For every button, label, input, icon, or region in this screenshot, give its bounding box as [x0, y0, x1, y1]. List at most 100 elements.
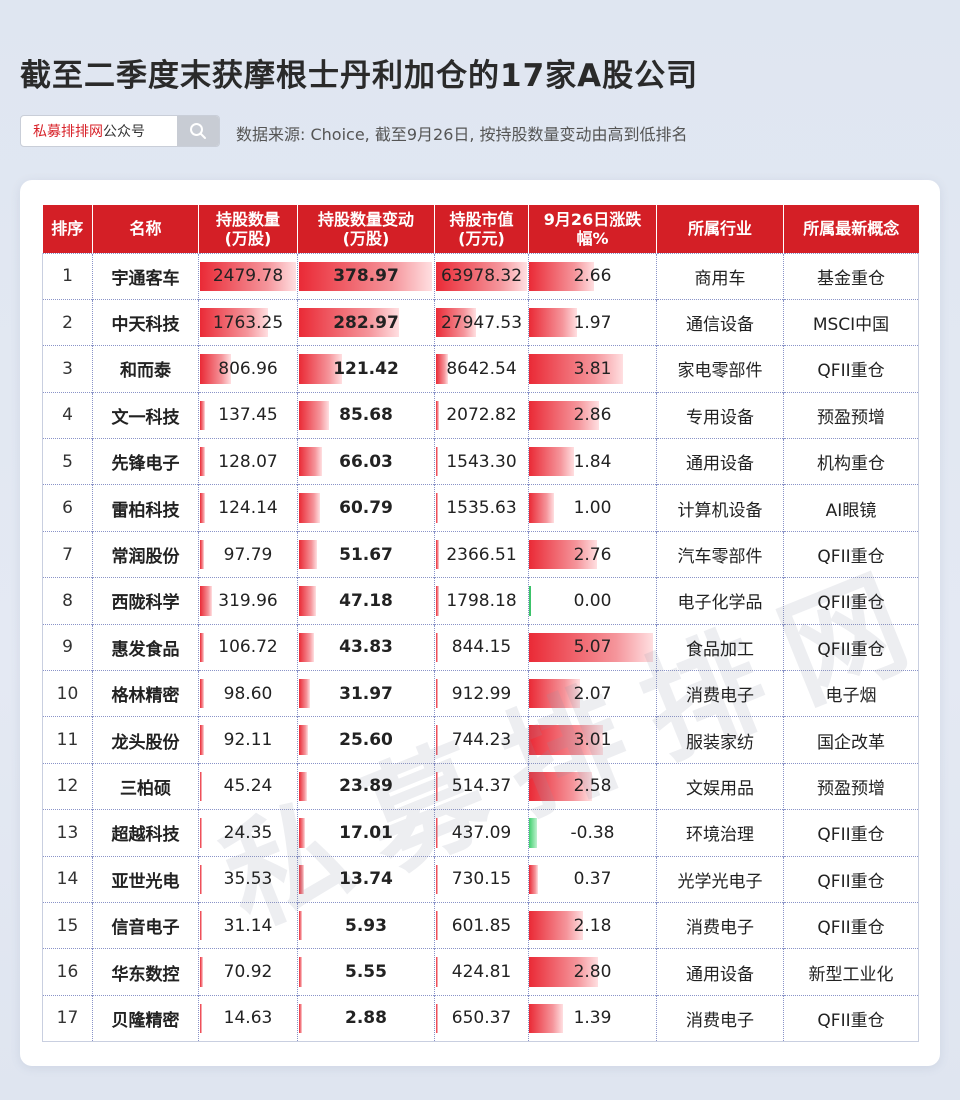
value-bar: [299, 307, 399, 338]
concept-cell: QFII重仓: [783, 994, 919, 1043]
value-bar: [436, 400, 439, 431]
value-cell-text: 2366.51: [446, 544, 517, 565]
change-cell: 31.97: [297, 670, 435, 717]
column-header: 名称: [92, 205, 199, 253]
table-row: 9 惠发食品 106.72 43.83 844.15 5.07 食品加工 QFII重仓: [42, 623, 919, 671]
table-row: 12 三柏硕 45.24 23.89 514.37 2.58 文娱用品 预盈预增: [42, 762, 919, 810]
table-row: 13 超越科技 24.35 17.01 437.09 -0.38 环境治理 QFII重仓: [42, 809, 919, 857]
search-brand: 私募排排网: [33, 124, 103, 140]
shares-cell: 319.96: [198, 577, 298, 625]
change-cell: 121.42: [297, 345, 435, 393]
pct-change-cell: 2.66: [528, 252, 657, 300]
rank-cell-text: 3: [62, 358, 73, 379]
value-bar: [299, 354, 342, 384]
pct-change-cell: 5.07: [528, 623, 657, 671]
company-name-text: 华东数控: [111, 964, 180, 985]
company-name: 中天科技: [92, 298, 199, 346]
value-bar: [436, 354, 449, 384]
value-cell: 844.15: [434, 623, 529, 671]
change-cell-text: 378.97: [333, 266, 399, 287]
pct-change-cell: 2.76: [528, 530, 657, 578]
rank-cell-text: 14: [56, 869, 79, 890]
value-cell-text: 437.09: [451, 822, 512, 843]
value-cell: 1535.63: [434, 484, 529, 532]
company-name-text: 超越科技: [111, 825, 180, 846]
industry-cell: 计算机设备: [656, 484, 784, 532]
concept-cell: AI眼镜: [783, 484, 919, 532]
value-bar: [299, 1003, 302, 1034]
value-cell: 63978.32: [434, 252, 529, 300]
column-header: 9月26日涨跌 幅%: [528, 205, 657, 253]
concept-cell-text: 预盈预增: [817, 778, 885, 799]
value-bar: [436, 771, 438, 802]
shares-cell: 14.63: [198, 994, 298, 1043]
pct-change-cell: 0.00: [528, 577, 657, 625]
change-cell-text: 17.01: [339, 822, 393, 843]
value-bar: [436, 447, 439, 477]
industry-cell: 电子化学品: [656, 577, 784, 625]
rank-cell-text: 15: [56, 915, 79, 936]
value-cell-text: 650.37: [451, 1008, 512, 1029]
table-row: 4 文一科技 137.45 85.68 2072.82 2.86 专用设备 预盈预增: [42, 391, 919, 439]
company-name-text: 宇通客车: [111, 268, 180, 289]
value-cell: 912.99: [434, 670, 529, 717]
column-header-unit: 幅%: [576, 228, 609, 248]
value-bar: [529, 910, 583, 941]
company-name-text: 信音电子: [111, 918, 180, 939]
value-cell-text: 27947.53: [440, 312, 523, 333]
table-row: 17 贝隆精密 14.63 2.88 650.37 1.39 消费电子 QFII重仓: [42, 994, 919, 1043]
value-bar: [529, 539, 597, 570]
shares-cell: 24.35: [198, 809, 298, 857]
value-cell: 2366.51: [434, 530, 529, 578]
company-name-text: 格林精密: [111, 686, 180, 707]
rank-cell-text: 5: [62, 451, 73, 472]
shares-cell-text: 31.14: [223, 915, 273, 936]
column-header: 所属行业: [656, 205, 784, 253]
table-row: 3 和而泰 806.96 121.42 8642.54 3.81 家电零部件 QFII重仓: [42, 345, 919, 393]
change-cell-text: 60.79: [339, 498, 393, 519]
change-cell: 13.74: [297, 855, 435, 903]
pct-change-cell: 2.80: [528, 948, 657, 996]
rank-cell: 15: [42, 901, 93, 949]
value-bar: [529, 400, 600, 431]
search-button[interactable]: [177, 116, 219, 146]
value-bar: [529, 586, 531, 616]
industry-cell-text: 商用车: [694, 268, 746, 289]
concept-cell: 预盈预增: [783, 391, 919, 439]
value-bar: [299, 261, 433, 291]
search-box[interactable]: 私募排排网公众号: [20, 115, 220, 147]
rank-cell: 12: [42, 762, 93, 810]
table-row: 15 信音电子 31.14 5.93 601.85 2.18 消费电子 QFII重仓: [42, 901, 919, 949]
value-bar: [299, 957, 302, 987]
shares-cell: 806.96: [198, 345, 298, 393]
rank-cell: 10: [42, 670, 93, 717]
pct-change-cell-text: -0.38: [570, 822, 615, 843]
value-cell-text: 514.37: [451, 776, 512, 797]
industry-cell: 消费电子: [656, 901, 784, 949]
rank-cell: 16: [42, 948, 93, 996]
change-cell: 5.55: [297, 948, 435, 996]
industry-cell: 文娱用品: [656, 762, 784, 810]
pct-change-cell-text: 2.76: [573, 544, 612, 565]
industry-cell-text: 消费电子: [686, 918, 754, 939]
shares-cell: 137.45: [198, 391, 298, 439]
value-bar: [299, 818, 305, 848]
value-cell: 437.09: [434, 809, 529, 857]
value-bar: [200, 493, 205, 523]
concept-cell-text: QFII重仓: [817, 825, 885, 846]
shares-cell-text: 92.11: [223, 730, 273, 751]
rank-cell: 17: [42, 994, 93, 1043]
value-cell-text: 601.85: [451, 915, 512, 936]
company-name: 常润股份: [92, 530, 199, 578]
value-bar: [529, 307, 578, 338]
value-bar: [436, 307, 476, 338]
change-cell: 43.83: [297, 623, 435, 671]
rank-cell: 11: [42, 716, 93, 764]
concept-cell-text: QFII重仓: [817, 639, 885, 660]
company-name-text: 贝隆精密: [111, 1010, 180, 1031]
pct-change-cell-text: 1.39: [573, 1008, 612, 1029]
value-bar: [529, 771, 593, 802]
industry-cell-text: 光学光电子: [677, 871, 763, 892]
column-header-unit: (万元): [458, 228, 505, 248]
shares-cell: 35.53: [198, 855, 298, 903]
